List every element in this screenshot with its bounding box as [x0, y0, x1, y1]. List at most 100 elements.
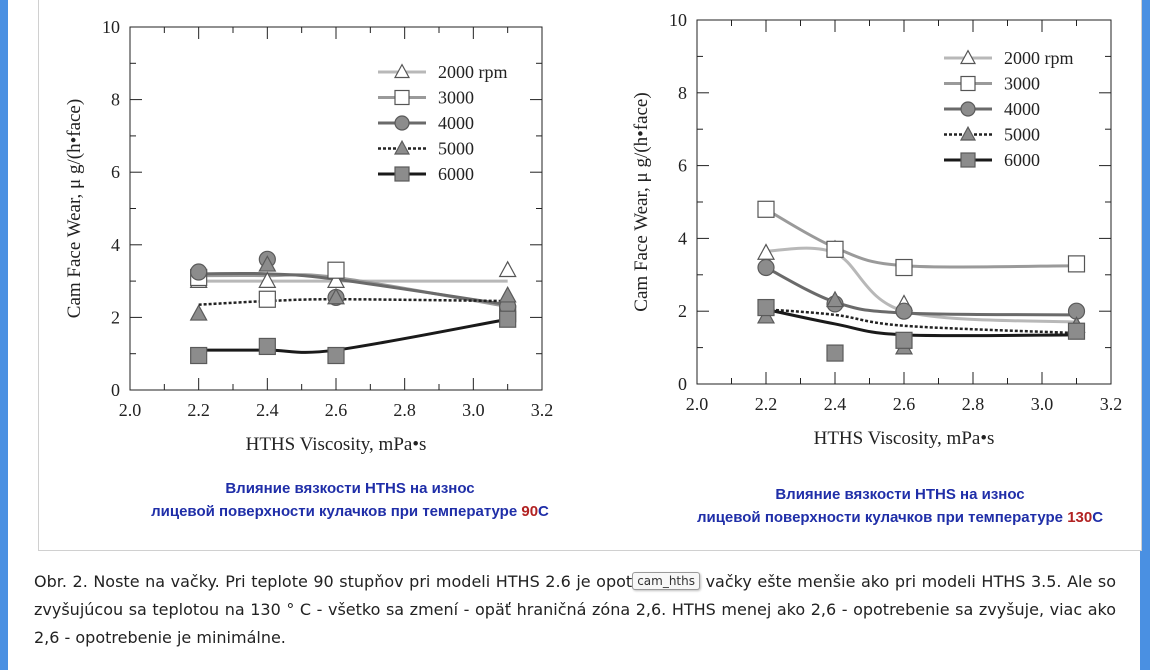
series-line: [765, 246, 1077, 324]
image-tooltip: cam_hths: [632, 572, 700, 590]
data-point: [757, 298, 775, 317]
legend-marker: [960, 75, 976, 92]
y-tick-label: 8: [111, 90, 120, 110]
legend-label: 5000: [1004, 125, 1040, 145]
data-point: [826, 344, 844, 362]
legend-label: 2000 rpm: [438, 62, 508, 82]
caption-130c-temp-unit: C: [1092, 509, 1104, 526]
y-axis-label: Cam Face Wear, μ g/(h•face): [64, 99, 85, 318]
y-tick-label: 0: [678, 374, 687, 394]
figure-description-part2: vačky ešte menšie ako pri modeli HTHS 3.…: [34, 572, 1117, 647]
legend-marker: [394, 166, 410, 182]
series-5000: [765, 308, 1077, 335]
series-line: [765, 266, 1077, 317]
left-accent-bar: [0, 0, 8, 670]
legend-label: 2000 rpm: [1004, 48, 1074, 68]
series-6000: [198, 317, 508, 354]
plot-axes: [129, 26, 543, 391]
x-tick-label: 2.2: [187, 400, 210, 420]
y-tick-label: 4: [678, 228, 687, 248]
x-tick-label: 2.6: [893, 394, 916, 414]
x-tick-label: 3.2: [531, 400, 554, 420]
data-point: [757, 200, 775, 218]
data-point: [1067, 255, 1086, 273]
legend: 2000 rpm 3000 4000 5000 6000: [944, 48, 1074, 170]
x-tick-label: 2.8: [393, 400, 416, 420]
figure-description: Obr. 2. Noste na vačky. Pri teplote 90 s…: [34, 568, 1116, 652]
caption-90c: Влияние вязкости HTHS на износ лицевой п…: [100, 477, 600, 523]
data-point: [895, 302, 913, 320]
legend-label: 4000: [438, 113, 474, 133]
data-point: [825, 290, 845, 308]
data-point: [326, 287, 346, 305]
x-tick-label: 2.0: [119, 400, 142, 420]
legend-marker: [394, 115, 410, 131]
legend-label: 6000: [438, 164, 474, 184]
x-tick-label: 2.2: [755, 394, 778, 414]
legend-marker: [959, 49, 977, 65]
data-point: [190, 346, 208, 365]
x-tick-label: 3.2: [1100, 394, 1123, 414]
legend-marker: [393, 63, 411, 79]
caption-90c-line1: Влияние вязкости HTHS на износ: [225, 480, 475, 497]
legend-marker: [960, 152, 976, 168]
chart-90c: 2.0 2.2 2.4 2.6 2.8 3.0 3.2 0 2 4 6 8 10 HTHS Viscosi…: [64, 17, 554, 455]
data-point: [327, 261, 345, 279]
data-point: [1067, 322, 1086, 340]
data-point: [498, 285, 517, 303]
series-line: [198, 297, 508, 306]
y-tick-label: 6: [678, 156, 687, 176]
right-accent-bar: [1140, 0, 1150, 670]
x-tick-label: 2.0: [686, 394, 709, 414]
legend-label: 3000: [1004, 74, 1040, 94]
series-line: [765, 308, 1077, 335]
legend-label: 3000: [438, 88, 474, 108]
markers-5000: [756, 290, 1086, 355]
series-4000: [198, 271, 508, 307]
legend-marker: [959, 125, 977, 141]
data-point: [895, 331, 913, 349]
data-point: [258, 271, 277, 288]
series-2000-rpm: [765, 246, 1077, 324]
x-tick-label: 3.0: [1031, 394, 1054, 414]
caption-90c-temp-unit: C: [538, 503, 549, 520]
markers-3000: [757, 200, 1086, 277]
legend-marker: [393, 139, 411, 155]
series-line: [765, 307, 1077, 338]
y-tick-label: 10: [102, 17, 120, 37]
figure-description-part1: Obr. 2. Noste na vačky. Pri teplote 90 s…: [34, 572, 633, 591]
data-point: [826, 240, 844, 258]
markers-5000: [189, 255, 517, 321]
legend-label: 4000: [1004, 99, 1040, 119]
caption-130c: Влияние вязкости HTHS на износ лицевой п…: [640, 483, 1150, 529]
y-tick-label: 2: [111, 307, 120, 327]
x-tick-label: 2.8: [962, 394, 985, 414]
x-tick-label: 2.4: [256, 400, 279, 420]
y-tick-label: 4: [111, 235, 120, 255]
data-point: [498, 260, 517, 278]
x-tick-label: 3.0: [462, 400, 485, 420]
series-line: [198, 271, 508, 307]
legend-marker: [960, 101, 976, 117]
legend: 2000 rpm 3000 4000 5000 6000: [378, 62, 508, 184]
legend-marker: [394, 89, 410, 106]
caption-130c-line1: Влияние вязкости HTHS на износ: [775, 486, 1025, 503]
data-point: [258, 255, 277, 272]
markers-4000: [757, 258, 1086, 320]
plot-axes: [696, 19, 1112, 385]
y-tick-label: 2: [678, 301, 687, 321]
series-line: [765, 207, 1077, 269]
data-point: [258, 290, 276, 308]
data-point: [326, 271, 346, 288]
caption-90c-temp-num: 90: [521, 503, 539, 520]
markers-3000: [190, 261, 517, 323]
series-4000: [765, 266, 1077, 317]
data-point: [895, 258, 913, 277]
x-tick-label: 2.4: [824, 394, 847, 414]
series-5000: [198, 297, 508, 306]
y-tick-label: 0: [111, 380, 120, 400]
series-3000: [765, 207, 1077, 269]
x-axis-label: HTHS Viscosity, mPa•s: [814, 428, 995, 449]
data-point: [258, 337, 276, 356]
caption-130c-line2: лицевой поверхности кулачков при темпера…: [696, 509, 1068, 526]
